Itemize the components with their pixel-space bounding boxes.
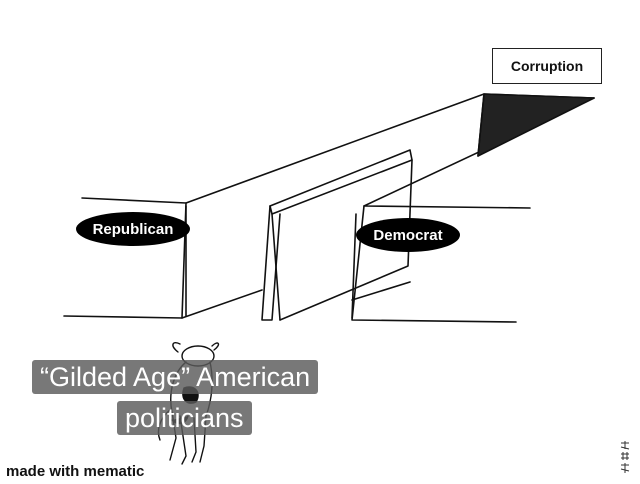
republican-label: Republican — [76, 212, 190, 246]
republican-label-text: Republican — [92, 220, 174, 238]
corruption-sign-text: Corruption — [510, 58, 584, 74]
corruption-passage — [477, 93, 595, 157]
democrat-label: Democrat — [356, 218, 460, 252]
artist-signature — [620, 441, 630, 473]
corruption-sign: Corruption — [492, 48, 602, 84]
democrat-wall — [351, 97, 595, 323]
caption-line-1: “Gilded Age” American — [32, 360, 319, 394]
mematic-watermark: made with mematic — [6, 463, 145, 480]
caption-line-2: politicians — [117, 401, 252, 435]
middle-wall — [261, 149, 413, 321]
democrat-label-text: Democrat — [373, 226, 443, 244]
